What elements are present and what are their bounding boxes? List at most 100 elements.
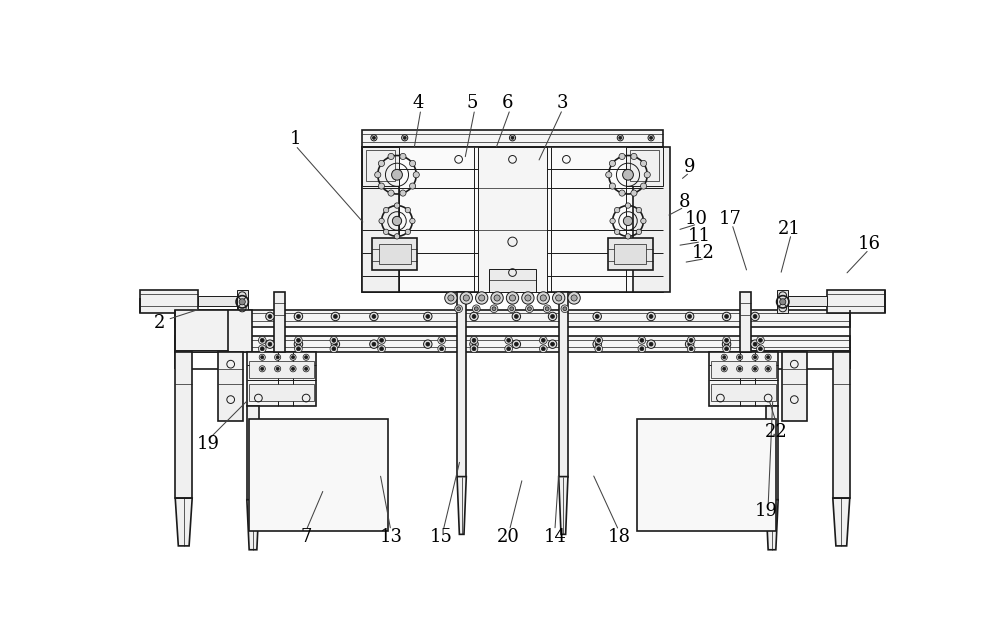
Bar [614, 244, 646, 264]
Text: 17: 17 [719, 210, 742, 228]
Text: 12: 12 [692, 244, 715, 262]
Circle shape [609, 161, 616, 166]
Bar [249, 361, 314, 378]
Circle shape [688, 342, 692, 346]
Text: 4: 4 [413, 94, 424, 112]
Circle shape [606, 171, 612, 178]
Circle shape [491, 292, 503, 304]
Circle shape [330, 337, 338, 344]
Circle shape [371, 135, 377, 141]
Circle shape [440, 338, 444, 342]
Circle shape [508, 237, 517, 246]
Bar [362, 147, 399, 185]
Circle shape [754, 367, 757, 370]
Circle shape [400, 190, 406, 196]
Circle shape [751, 312, 759, 321]
Circle shape [383, 229, 389, 234]
Text: 14: 14 [543, 528, 566, 545]
Circle shape [647, 340, 655, 349]
Text: 20: 20 [496, 528, 519, 545]
Circle shape [723, 356, 726, 359]
Circle shape [472, 347, 476, 351]
Circle shape [561, 305, 569, 312]
Circle shape [757, 345, 764, 352]
Circle shape [595, 314, 599, 318]
Circle shape [619, 137, 622, 139]
Circle shape [413, 171, 419, 178]
Circle shape [539, 345, 547, 352]
Circle shape [378, 337, 385, 344]
Circle shape [752, 354, 758, 360]
Bar [833, 352, 850, 498]
Circle shape [474, 307, 478, 311]
Text: 16: 16 [858, 235, 881, 253]
Bar [274, 292, 285, 352]
Circle shape [380, 347, 384, 351]
Circle shape [303, 354, 309, 360]
Circle shape [305, 356, 308, 359]
Circle shape [509, 135, 516, 141]
Circle shape [780, 298, 786, 305]
Circle shape [409, 183, 416, 189]
Circle shape [540, 295, 546, 301]
Circle shape [723, 345, 730, 352]
Circle shape [649, 314, 653, 318]
Polygon shape [833, 498, 850, 546]
Text: 21: 21 [778, 220, 801, 237]
Text: 5: 5 [467, 94, 478, 112]
Circle shape [295, 337, 302, 344]
Circle shape [370, 340, 378, 349]
Circle shape [303, 366, 309, 372]
Circle shape [725, 338, 728, 342]
Circle shape [551, 342, 554, 346]
Circle shape [378, 183, 385, 189]
Circle shape [631, 154, 637, 159]
Text: 2: 2 [154, 314, 166, 331]
Circle shape [405, 229, 411, 234]
Circle shape [595, 345, 603, 352]
Circle shape [556, 295, 562, 301]
Circle shape [614, 208, 620, 213]
Circle shape [370, 312, 378, 321]
Circle shape [470, 340, 478, 349]
Circle shape [752, 366, 758, 372]
Circle shape [479, 295, 485, 301]
Text: 3: 3 [557, 94, 568, 112]
Text: 7: 7 [300, 528, 312, 545]
Circle shape [507, 347, 511, 351]
Circle shape [723, 367, 726, 370]
Circle shape [494, 295, 500, 301]
Circle shape [539, 337, 547, 344]
Polygon shape [457, 477, 466, 534]
Circle shape [509, 295, 516, 301]
Polygon shape [559, 477, 568, 534]
Circle shape [689, 338, 693, 342]
Circle shape [640, 338, 644, 342]
Circle shape [292, 367, 295, 370]
Circle shape [426, 342, 430, 346]
Circle shape [507, 338, 511, 342]
Bar [249, 384, 314, 401]
Circle shape [510, 307, 514, 311]
Circle shape [330, 345, 338, 352]
Text: 8: 8 [678, 192, 690, 211]
Circle shape [261, 356, 264, 359]
Circle shape [759, 338, 762, 342]
Circle shape [767, 356, 770, 359]
Circle shape [463, 295, 469, 301]
Circle shape [305, 367, 308, 370]
Circle shape [492, 307, 496, 311]
Circle shape [402, 135, 408, 141]
Circle shape [261, 367, 264, 370]
Bar [198, 297, 240, 305]
Bar [608, 238, 653, 271]
Circle shape [424, 312, 432, 321]
Bar [637, 419, 776, 530]
Bar [237, 290, 248, 313]
Circle shape [722, 340, 731, 349]
Circle shape [623, 217, 633, 225]
Circle shape [526, 305, 533, 312]
Circle shape [595, 342, 599, 346]
Circle shape [593, 312, 601, 321]
Circle shape [638, 345, 646, 352]
